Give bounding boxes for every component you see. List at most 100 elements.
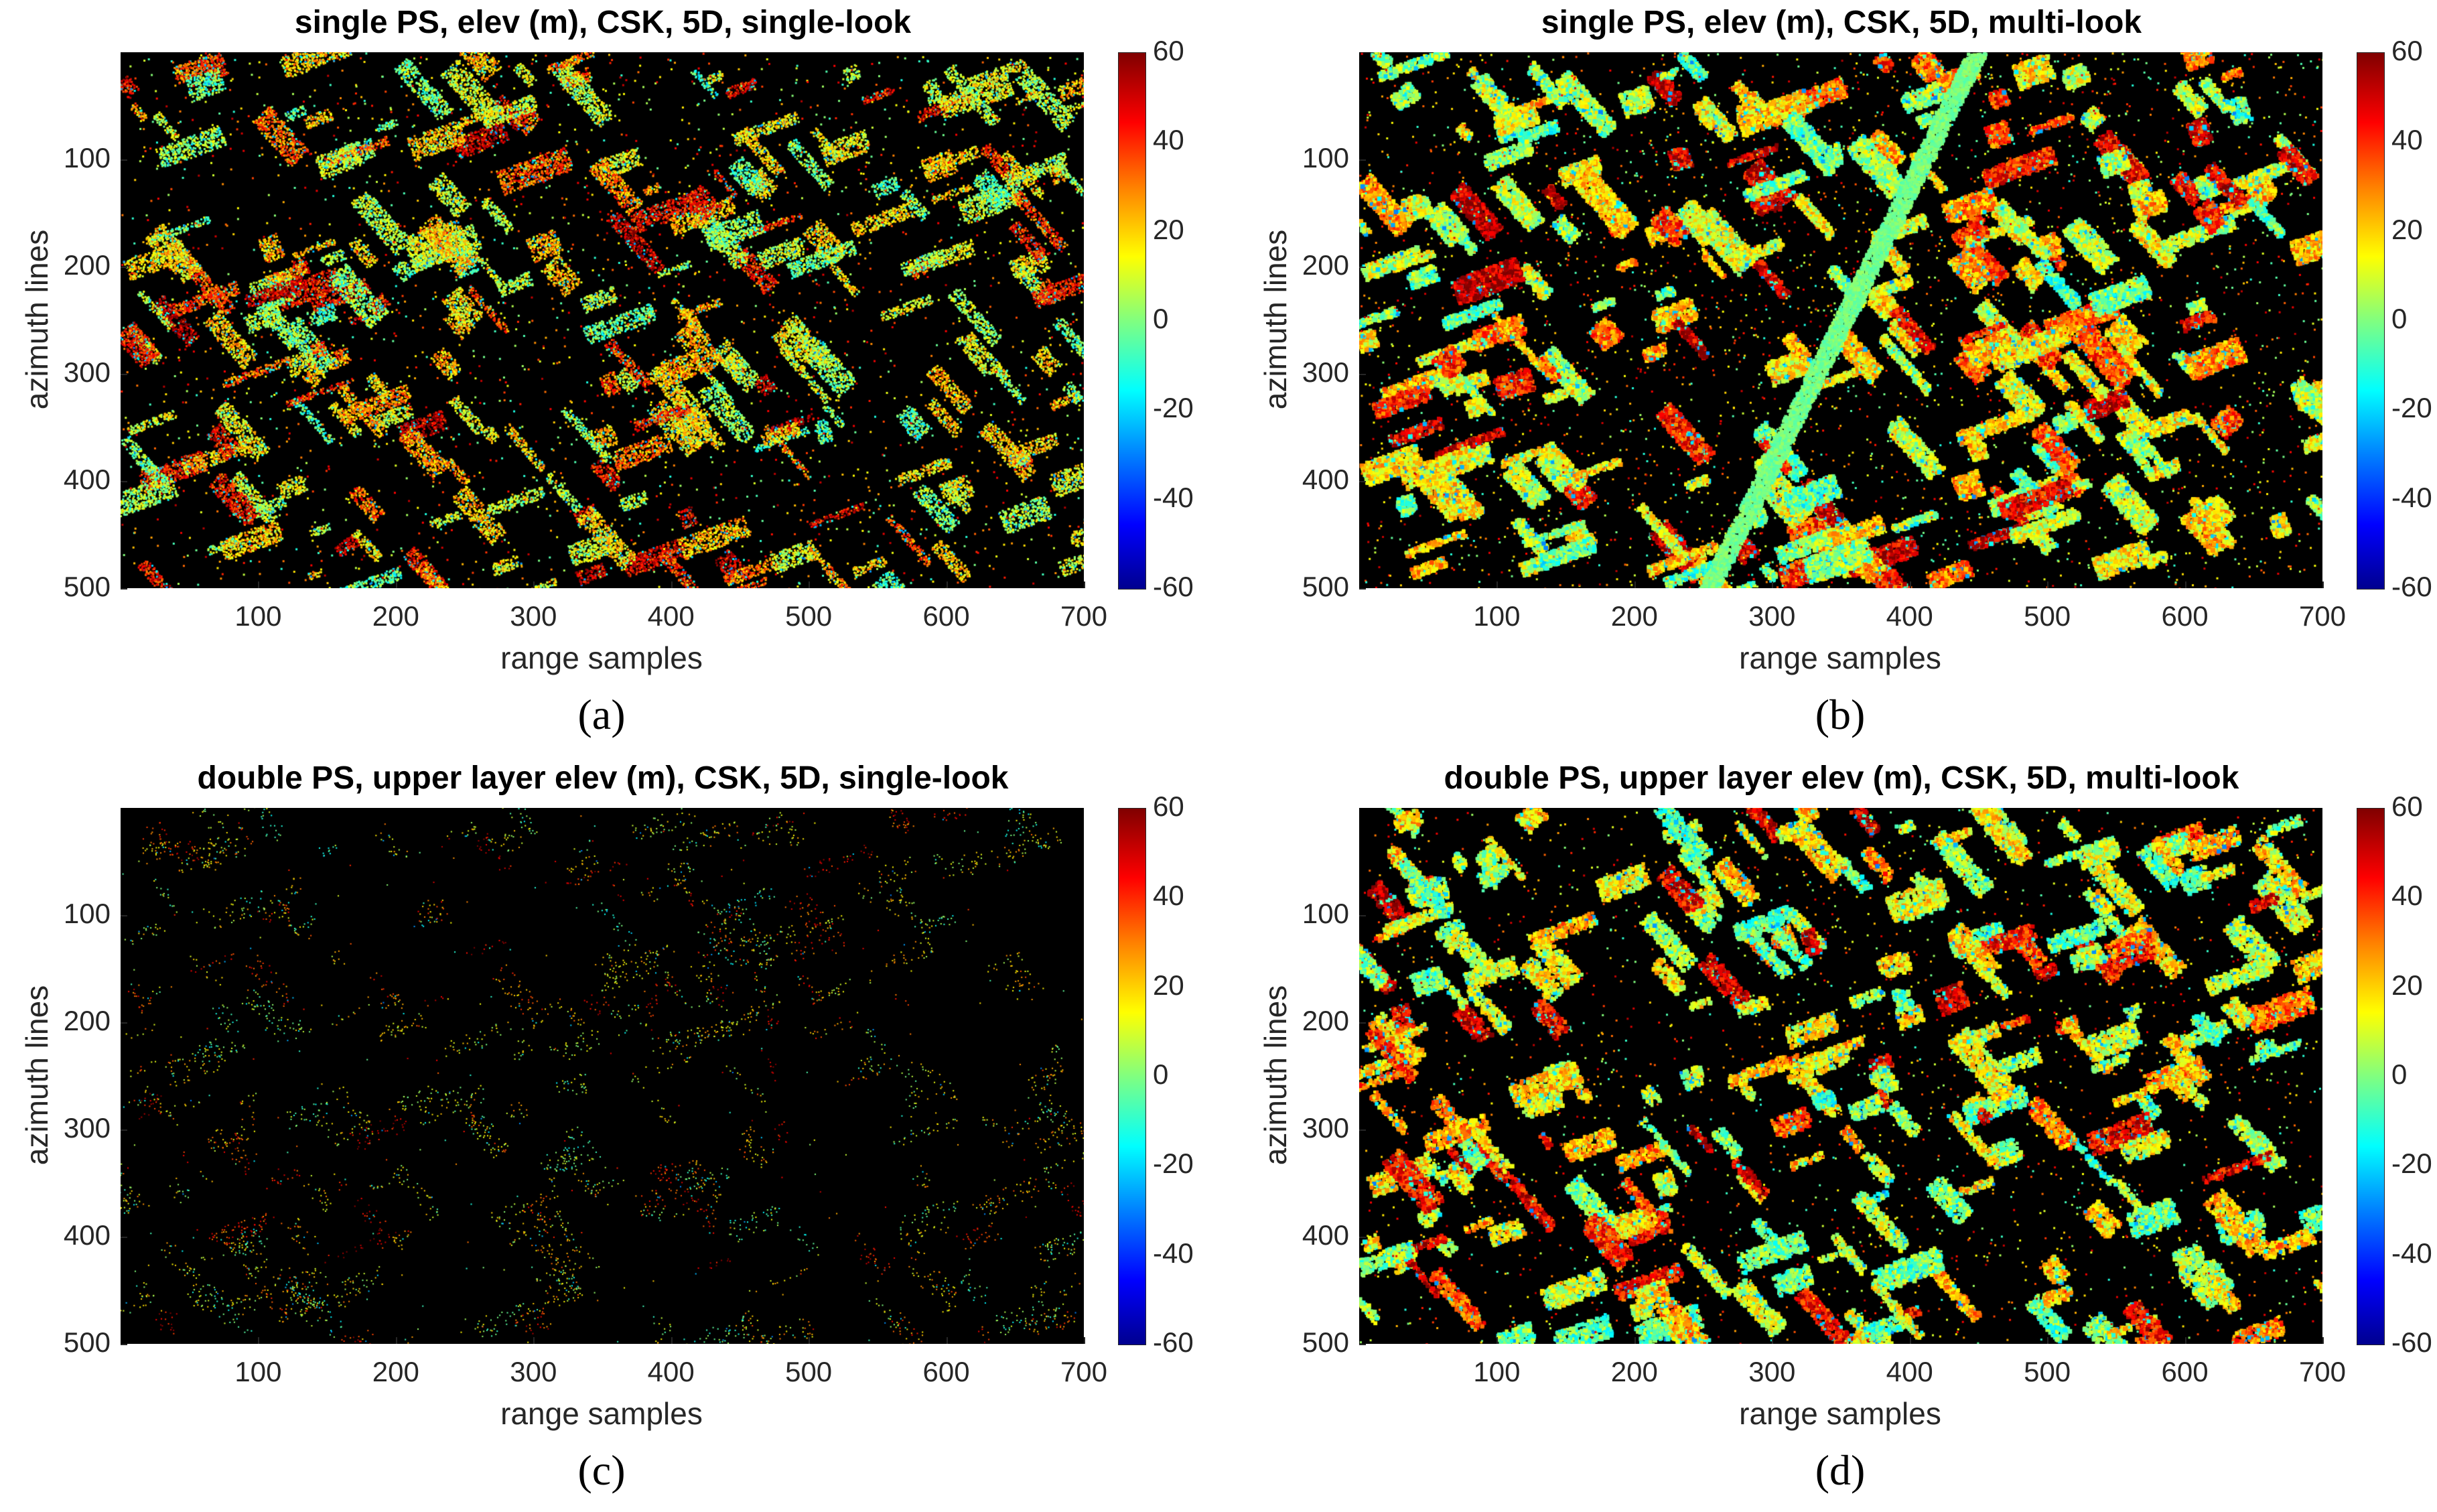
colorbar [2357, 52, 2385, 590]
colorbar-tick-label: -60 [2391, 571, 2432, 602]
y-tick-label: 400 [63, 464, 111, 495]
x-tick-label: 300 [1748, 1356, 1796, 1387]
x-tick-mark [1084, 581, 1085, 588]
x-tick-mark [2184, 1337, 2186, 1344]
x-tick-label: 100 [1473, 600, 1521, 632]
x-tick-mark [809, 1337, 811, 1344]
x-tick-label: 700 [1060, 600, 1108, 632]
colorbar-tick-label: -40 [2391, 481, 2432, 513]
y-tick-label: 100 [1302, 898, 1349, 929]
y-tick-mark [121, 915, 127, 916]
colorbar-tick-label: 0 [1153, 1058, 1169, 1090]
y-tick-mark [1359, 1129, 1366, 1131]
x-tick-label: 500 [785, 600, 833, 632]
colorbar-tick-label: -60 [1153, 1326, 1194, 1358]
colorbar-tick-label: -60 [1153, 571, 1194, 602]
x-tick-label: 500 [2024, 1356, 2071, 1387]
y-tick-mark [121, 588, 127, 590]
y-tick-label: 300 [1302, 356, 1349, 388]
colorbar-tick-label: 60 [1153, 35, 1184, 66]
x-axis-label: range samples [1739, 1396, 1941, 1431]
x-tick-mark [2047, 1337, 2049, 1344]
heatmap-plot [121, 808, 1084, 1344]
panel-sublabel: (d) [1815, 1446, 1866, 1494]
x-tick-mark [1496, 581, 1499, 588]
colorbar-tick-label: -20 [2391, 392, 2432, 424]
x-tick-mark [533, 581, 535, 588]
y-tick-label: 400 [1302, 464, 1349, 495]
colorbar-tick-label: 60 [2391, 791, 2423, 822]
x-tick-label: 400 [1886, 1356, 1933, 1387]
x-tick-label: 300 [510, 1356, 557, 1387]
x-tick-mark [946, 581, 948, 588]
colorbar [2357, 808, 2385, 1345]
x-tick-mark [1634, 581, 1636, 588]
x-tick-label: 400 [647, 600, 695, 632]
colorbar-tick-label: 0 [1153, 303, 1169, 334]
y-tick-label: 100 [63, 142, 111, 174]
y-tick-mark [121, 481, 127, 482]
panel-d: double PS, upper layer elev (m), CSK, 5D… [1218, 756, 2437, 1511]
colorbar-tick-label: 40 [1153, 880, 1184, 912]
panel-c: double PS, upper layer elev (m), CSK, 5D… [0, 756, 1218, 1511]
x-axis-label: range samples [500, 1396, 703, 1431]
panel-title: single PS, elev (m), CSK, 5D, single-loo… [294, 5, 912, 40]
y-tick-label: 200 [1302, 249, 1349, 281]
x-tick-label: 200 [1610, 1356, 1658, 1387]
x-tick-mark [395, 581, 397, 588]
panel-b: single PS, elev (m), CSK, 5D, multi-look… [1218, 0, 2437, 756]
colorbar-tick-label: -60 [2391, 1326, 2432, 1358]
x-tick-mark [1909, 1337, 1911, 1344]
y-tick-label: 100 [63, 898, 111, 929]
x-tick-label: 400 [1886, 600, 1933, 632]
colorbar-tick-label: 40 [2391, 880, 2423, 912]
x-tick-mark [671, 1337, 673, 1344]
x-tick-label: 500 [2024, 600, 2071, 632]
x-tick-mark [395, 1337, 397, 1344]
x-tick-label: 600 [922, 1356, 970, 1387]
colorbar-tick-label: -20 [1153, 392, 1194, 424]
x-tick-label: 700 [2298, 600, 2347, 632]
x-tick-mark [258, 1337, 260, 1344]
colorbar-tick-label: 20 [1153, 213, 1184, 245]
panel-title: single PS, elev (m), CSK, 5D, multi-look [1541, 5, 2142, 40]
y-tick-label: 200 [1302, 1005, 1349, 1036]
y-tick-mark [1359, 588, 1366, 590]
colorbar-tick-label: 20 [2391, 969, 2423, 1001]
x-tick-mark [2184, 581, 2186, 588]
y-tick-mark [121, 1237, 127, 1238]
x-tick-mark [1496, 1337, 1499, 1344]
y-tick-mark [1359, 1237, 1366, 1238]
x-tick-label: 700 [2298, 1356, 2347, 1387]
x-tick-label: 200 [372, 1356, 419, 1387]
colorbar-tick-label: -40 [1153, 1237, 1194, 1269]
y-tick-label: 300 [63, 356, 111, 388]
y-tick-label: 500 [1302, 571, 1349, 602]
colorbar-tick-label: 20 [1153, 969, 1184, 1001]
y-tick-label: 500 [63, 1326, 111, 1358]
y-tick-mark [121, 1022, 127, 1024]
x-axis-label: range samples [1739, 640, 1941, 675]
x-tick-mark [809, 581, 811, 588]
heatmap-canvas [1359, 52, 2322, 588]
x-tick-label: 100 [234, 1356, 282, 1387]
colorbar-tick-label: 20 [2391, 213, 2423, 245]
x-tick-mark [671, 581, 673, 588]
colorbar-tick-label: -40 [2391, 1237, 2432, 1269]
colorbar-tick-label: -20 [2391, 1148, 2432, 1180]
y-tick-label: 400 [63, 1219, 111, 1251]
panel-title: double PS, upper layer elev (m), CSK, 5D… [197, 760, 1009, 796]
x-tick-mark [258, 581, 260, 588]
x-tick-mark [1772, 1337, 1774, 1344]
panel-a: single PS, elev (m), CSK, 5D, single-loo… [0, 0, 1218, 756]
x-tick-mark [533, 1337, 535, 1344]
colorbar [1118, 52, 1146, 590]
panel-sublabel: (b) [1815, 691, 1866, 738]
x-tick-label: 200 [1610, 600, 1658, 632]
y-tick-label: 500 [63, 571, 111, 602]
heatmap-canvas [121, 52, 1084, 588]
x-tick-mark [2322, 581, 2324, 588]
y-tick-mark [1359, 374, 1366, 375]
colorbar-tick-label: 60 [2391, 35, 2423, 66]
colorbar-tick-label: 0 [2391, 1058, 2408, 1090]
